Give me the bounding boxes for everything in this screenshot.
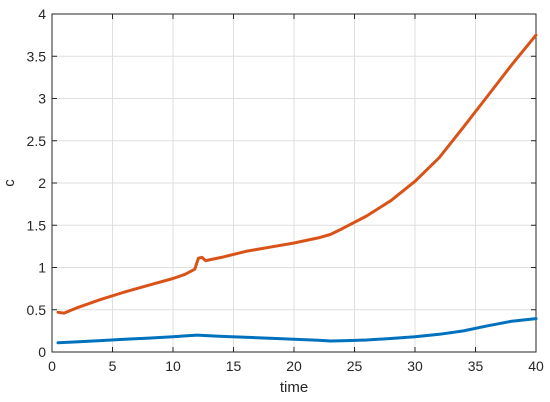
x-tick-label: 10 [165, 358, 181, 374]
x-tick-label: 25 [347, 358, 363, 374]
y-tick-label: 2.5 [27, 133, 47, 149]
y-tick-label: 3.5 [27, 48, 47, 64]
x-axis-label: time [280, 379, 308, 396]
y-tick-label: 0.5 [27, 302, 47, 318]
tick-labels: 0 5 10 15 20 25 30 35 40 0 0.5 1 1.5 2 2.5 3 3.5 4 [27, 6, 544, 374]
x-tick-label: 35 [468, 358, 484, 374]
y-axis-label: c [1, 179, 18, 187]
series-line-1 [56, 317, 538, 345]
x-tick-label: 20 [286, 358, 302, 374]
y-tick-label: 2 [38, 175, 46, 191]
y-tick-label: 1.5 [27, 217, 47, 233]
y-tick-label: 4 [38, 6, 46, 22]
x-tick-label: 30 [407, 358, 423, 374]
series-line-2 [56, 33, 538, 315]
x-tick-label: 5 [109, 358, 117, 374]
series-lines [56, 33, 538, 345]
x-tick-label: 40 [528, 358, 544, 374]
y-tick-label: 0 [38, 344, 46, 360]
grid [51, 13, 537, 353]
axes [51, 13, 537, 353]
x-tick-label: 15 [226, 358, 242, 374]
y-tick-label: 1 [38, 260, 46, 276]
y-tick-label: 3 [38, 91, 46, 107]
x-tick-label: 0 [48, 358, 56, 374]
